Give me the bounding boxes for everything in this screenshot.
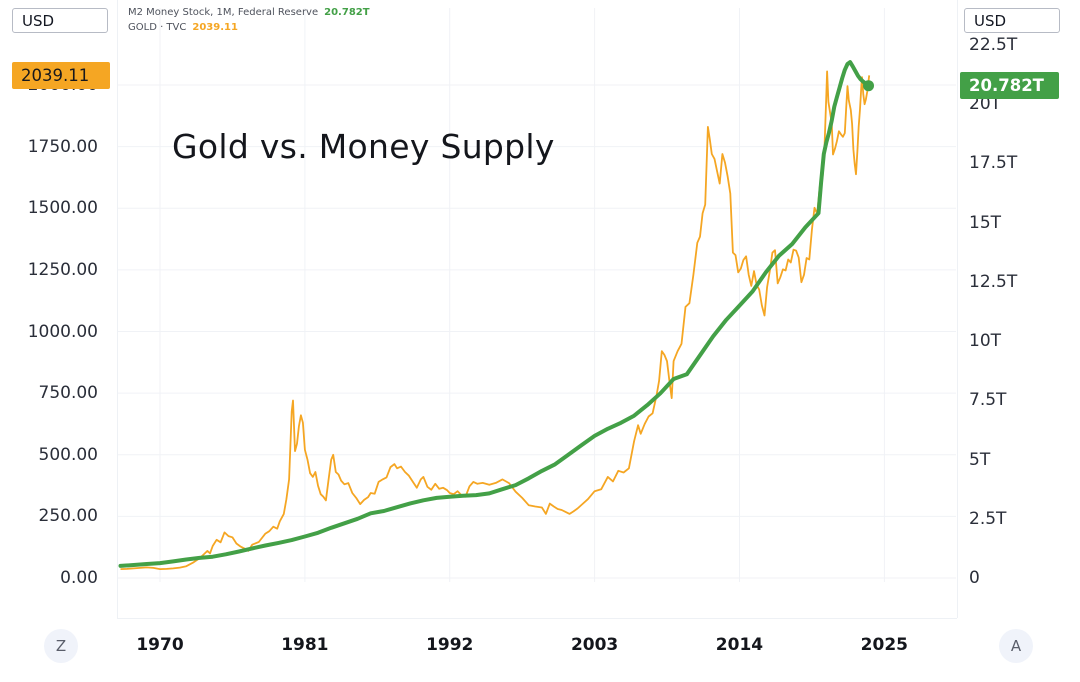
left-axis-tick: 0.00: [60, 568, 98, 588]
time-axis-tick: 1981: [281, 635, 329, 655]
m2-price-badge: 20.782T: [960, 72, 1059, 100]
right-axis-tick: 5T: [969, 449, 991, 470]
legend-gold-value: 2039.11: [192, 22, 238, 33]
legend-gold-row[interactable]: GOLD · TVC 2039.11: [128, 22, 370, 37]
left-axis-tick: 500.00: [38, 444, 98, 465]
right-axis-tick: 7.5T: [969, 390, 1007, 411]
legend: M2 Money Stock, 1M, Federal Reserve 20.7…: [128, 7, 370, 37]
right-axis-tick: 20T: [969, 94, 1002, 115]
chart-title: Gold vs. Money Supply: [172, 127, 555, 166]
left-axis-tick: 1000.00: [27, 321, 98, 342]
timezone-button[interactable]: Z: [44, 629, 78, 663]
right-axis-tick: 22.5T: [969, 35, 1018, 55]
legend-m2-value: 20.782T: [324, 7, 370, 18]
legend-m2-title: M2 Money Stock, 1M, Federal Reserve: [128, 7, 319, 18]
right-price-axis[interactable]: USD 0 2.5T 5T 7.5T 10T 12.5T 15T 17.5T 20T 22.5T …: [957, 0, 1080, 618]
gold-price-badge: 2039.11: [12, 61, 110, 89]
right-axis-tick: 17.5T: [969, 153, 1018, 174]
legend-gold-title: GOLD · TVC: [128, 22, 187, 33]
right-currency-button[interactable]: USD: [964, 8, 1060, 33]
left-axis-tick: 250.00: [38, 506, 98, 527]
right-axis-tick: 15T: [969, 212, 1002, 233]
right-axis-tick: 0: [969, 568, 980, 588]
legend-m2-row[interactable]: M2 Money Stock, 1M, Federal Reserve 20.7…: [128, 7, 370, 22]
time-axis[interactable]: 1970 1981 1992 2003 2014 2025: [117, 618, 957, 682]
left-axis-tick: 1250.00: [27, 259, 98, 280]
right-axis-tick: 2.5T: [969, 508, 1007, 529]
time-axis-tick: 2025: [860, 635, 909, 655]
left-axis-tick: 750.00: [38, 383, 98, 404]
time-axis-tick: 1992: [426, 635, 474, 655]
right-axis-tick: 12.5T: [969, 271, 1018, 292]
left-currency-button[interactable]: USD: [12, 8, 108, 33]
left-axis-tick: 1500.00: [27, 198, 98, 219]
time-axis-tick: 1970: [136, 635, 184, 655]
time-axis-tick: 2003: [570, 635, 619, 655]
right-axis-tick: 10T: [969, 331, 1002, 352]
left-price-axis[interactable]: USD 0.00 250.00 500.00 750.00 1000.00 1250.00…: [0, 0, 118, 618]
autoscale-button[interactable]: A: [999, 629, 1033, 663]
time-axis-tick: 2014: [715, 635, 764, 655]
left-axis-tick: 1750.00: [27, 136, 98, 157]
